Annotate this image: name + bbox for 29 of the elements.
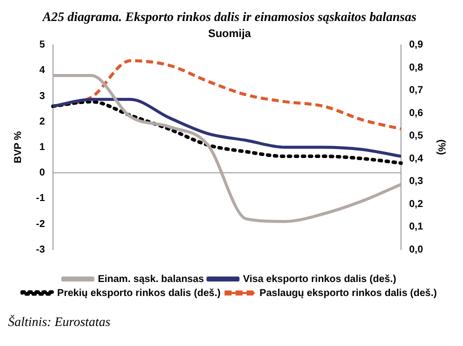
y-tick-label: 1 bbox=[39, 142, 46, 153]
y-tick-label: 5 bbox=[39, 40, 46, 51]
y2-tick-label: 0,8 bbox=[409, 62, 424, 74]
y2-tick-label: 0,5 bbox=[409, 130, 424, 142]
y-tick-label: 3 bbox=[39, 90, 46, 102]
y-tick-label: 0 bbox=[39, 168, 46, 179]
y2-tick-label: 0,0 bbox=[409, 244, 424, 256]
y2-tick-label: 0,1 bbox=[409, 222, 424, 233]
y2-tick-label: 0,6 bbox=[409, 108, 424, 119]
legend-label: Einam. sąsk. balansas bbox=[98, 274, 204, 285]
legend-label: Prekių eksporto rinkos dalis (deš.) bbox=[57, 288, 221, 299]
line-series bbox=[51, 74, 403, 223]
y2-tick-label: 0,2 bbox=[409, 198, 424, 210]
y2-tick-label: 0,4 bbox=[409, 153, 424, 164]
y2-tick-label: 0,9 bbox=[409, 40, 424, 51]
y2-tick-label: 0,3 bbox=[409, 176, 424, 188]
legend-label: Paslaugų eksporto rinkos dalis (deš.) bbox=[260, 288, 437, 299]
chart-title: A25 diagrama. Eksporto rinkos dalis ir einamosios sąskaitos balansas bbox=[42, 9, 416, 24]
y2-axis-title: (%) bbox=[435, 139, 446, 155]
y-tick-label: -3 bbox=[36, 244, 46, 256]
y-tick-label: -1 bbox=[36, 193, 46, 204]
y-axis-title: BVP % bbox=[12, 131, 24, 164]
y-tick-label: -2 bbox=[36, 218, 46, 230]
chart-subtitle: Suomija bbox=[208, 28, 252, 40]
legend-label: Visa eksporto rinkos dalis (deš.) bbox=[242, 274, 396, 285]
y2-tick-label: 0,7 bbox=[409, 85, 424, 96]
text: Šaltinis: Eurostatas bbox=[8, 314, 112, 330]
y-tick-label: 2 bbox=[39, 116, 46, 128]
y-tick-label: 4 bbox=[39, 65, 46, 76]
